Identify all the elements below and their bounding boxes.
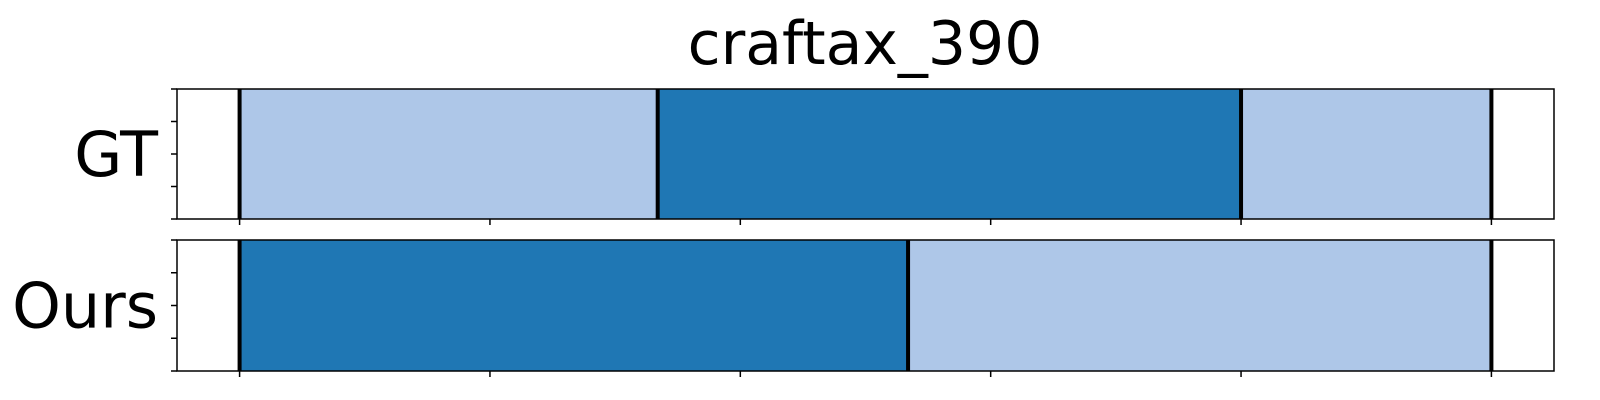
panels: GT Ours: [12, 88, 1555, 377]
row-label-ours: Ours: [12, 270, 158, 343]
chart-title: craftax_390: [688, 9, 1043, 79]
segment-ours-0: [239, 240, 909, 371]
segment-ours-1: [908, 240, 1492, 371]
panel-gt: GT: [74, 88, 1555, 225]
segment-gt-2: [1241, 89, 1492, 219]
segment-gt-1: [657, 89, 1242, 219]
segment-gt-0: [239, 89, 658, 219]
row-label-gt: GT: [74, 118, 159, 191]
panel-ours: Ours: [12, 239, 1555, 377]
